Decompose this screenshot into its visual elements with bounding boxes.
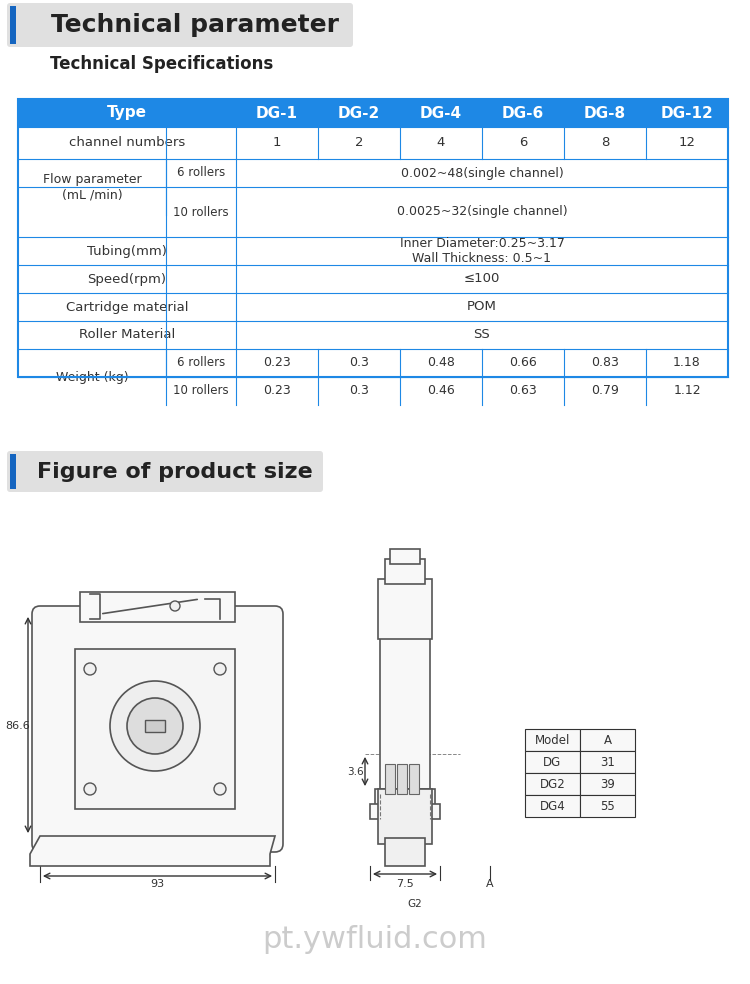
Text: DG4: DG4 [540,799,566,813]
Bar [370,804,440,819]
Polygon shape [30,836,275,866]
Text: DG-12: DG-12 [661,105,713,120]
Circle shape [170,601,180,611]
Bar [385,559,425,584]
Text: G2: G2 [408,899,422,909]
Text: Figure of product size: Figure of product size [37,461,313,481]
Text: 0.79: 0.79 [591,385,619,398]
Text: A: A [486,879,494,889]
Bar [580,751,635,773]
Bar [18,99,728,377]
Text: Speed(rpm): Speed(rpm) [88,273,166,285]
Text: 1.18: 1.18 [674,356,700,370]
Bar [580,773,635,795]
Bar [378,579,432,639]
Text: DG-1: DG-1 [256,105,298,120]
Text: Technical Specifications: Technical Specifications [50,55,273,73]
Text: 6: 6 [519,137,527,150]
Circle shape [127,698,183,754]
Text: 0.48: 0.48 [427,356,455,370]
Bar [580,795,635,817]
Bar [10,6,16,44]
Text: Weight (kg): Weight (kg) [56,371,128,384]
Text: 0.83: 0.83 [591,356,619,370]
Circle shape [84,783,96,795]
Text: 6 rollers: 6 rollers [177,356,225,370]
Text: 1.12: 1.12 [674,385,700,398]
Bar [18,99,728,127]
Text: 10 rollers: 10 rollers [173,206,229,218]
Text: 4: 4 [436,137,445,150]
Text: 0.66: 0.66 [509,356,537,370]
Bar [380,624,430,794]
Text: 86.6: 86.6 [6,721,30,731]
Bar [378,789,432,844]
Text: pt.ywfluid.com: pt.ywfluid.com [262,925,488,953]
Text: Technical parameter: Technical parameter [51,13,339,37]
Circle shape [214,663,226,675]
Text: 6 rollers: 6 rollers [177,166,225,179]
Text: DG-2: DG-2 [338,105,380,120]
Bar [525,773,580,795]
Text: 1: 1 [273,137,281,150]
Text: Tubing(mm): Tubing(mm) [87,244,167,258]
Text: 0.0025~32(single channel): 0.0025~32(single channel) [397,206,567,218]
Circle shape [84,663,96,675]
FancyBboxPatch shape [32,606,283,852]
Circle shape [110,681,200,771]
Text: Roller Material: Roller Material [79,329,175,341]
Bar [385,838,425,866]
Text: 3.6: 3.6 [346,767,363,777]
Text: 0.23: 0.23 [263,385,291,398]
Text: Inner Diameter:0.25~3.17
Wall Thickness: 0.5~1: Inner Diameter:0.25~3.17 Wall Thickness:… [400,237,565,265]
Circle shape [214,783,226,795]
Bar [145,720,165,732]
Text: 0.3: 0.3 [349,356,369,370]
Text: 0.23: 0.23 [263,356,291,370]
Bar [525,751,580,773]
Text: ≤100: ≤100 [464,273,500,285]
Bar [10,454,16,489]
Text: SS: SS [474,329,490,341]
Text: 0.002~48(single channel): 0.002~48(single channel) [400,166,563,179]
Bar [409,764,419,794]
FancyArrowPatch shape [103,599,197,614]
FancyBboxPatch shape [7,451,323,492]
Text: 0.46: 0.46 [427,385,454,398]
Text: DG-6: DG-6 [502,105,544,120]
Text: 10 rollers: 10 rollers [173,385,229,398]
Bar [390,549,420,564]
Text: A: A [604,733,611,747]
Text: 55: 55 [600,799,615,813]
Text: DG: DG [543,756,562,769]
Text: 12: 12 [679,137,695,150]
Bar [80,592,235,622]
Text: Type: Type [107,105,147,120]
Text: 39: 39 [600,777,615,790]
Text: DG-4: DG-4 [420,105,462,120]
Text: 8: 8 [601,137,609,150]
Bar [375,789,435,809]
Text: 7.5: 7.5 [396,879,414,889]
Text: channel numbers: channel numbers [69,137,185,150]
Text: 0.63: 0.63 [509,385,537,398]
Bar [385,764,395,794]
Text: 2: 2 [355,137,363,150]
Text: Flow parameter
(mL /min): Flow parameter (mL /min) [43,173,141,201]
Text: DG2: DG2 [540,777,566,790]
Text: DG-8: DG-8 [584,105,626,120]
Bar [525,795,580,817]
Text: Cartridge material: Cartridge material [66,300,188,314]
Bar [525,729,580,751]
Bar [580,729,635,751]
Text: POM: POM [467,300,497,314]
Text: 93: 93 [150,879,164,889]
Text: 31: 31 [600,756,615,769]
Text: Model: Model [535,733,570,747]
Text: 0.3: 0.3 [349,385,369,398]
Bar [75,649,235,809]
Bar [397,764,407,794]
FancyBboxPatch shape [7,3,353,47]
